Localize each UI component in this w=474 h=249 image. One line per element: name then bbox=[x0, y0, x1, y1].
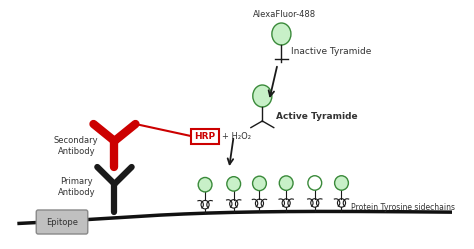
Text: Epitope: Epitope bbox=[46, 217, 78, 227]
Text: AlexaFluor-488: AlexaFluor-488 bbox=[253, 9, 316, 18]
Circle shape bbox=[255, 199, 264, 208]
Ellipse shape bbox=[308, 176, 322, 190]
Ellipse shape bbox=[198, 178, 212, 192]
Ellipse shape bbox=[279, 176, 293, 190]
Circle shape bbox=[337, 199, 346, 207]
Ellipse shape bbox=[335, 176, 348, 190]
Bar bbox=[191, 128, 219, 143]
Ellipse shape bbox=[272, 23, 291, 45]
Text: Inactive Tyramide: Inactive Tyramide bbox=[291, 47, 371, 56]
Text: Active Tyramide: Active Tyramide bbox=[276, 112, 357, 121]
Text: Protein Tyrosine sidechains: Protein Tyrosine sidechains bbox=[351, 202, 455, 211]
Circle shape bbox=[311, 199, 319, 207]
Ellipse shape bbox=[253, 85, 272, 107]
Circle shape bbox=[282, 199, 290, 207]
Text: + H₂O₂: + H₂O₂ bbox=[222, 131, 251, 140]
Text: Primary
Antibody: Primary Antibody bbox=[57, 177, 95, 197]
Ellipse shape bbox=[253, 176, 266, 191]
Text: Secondary
Antibody: Secondary Antibody bbox=[54, 136, 99, 156]
Text: HRP: HRP bbox=[194, 131, 216, 140]
Circle shape bbox=[201, 200, 209, 209]
Ellipse shape bbox=[227, 177, 241, 191]
Circle shape bbox=[229, 200, 238, 208]
FancyBboxPatch shape bbox=[36, 210, 88, 234]
